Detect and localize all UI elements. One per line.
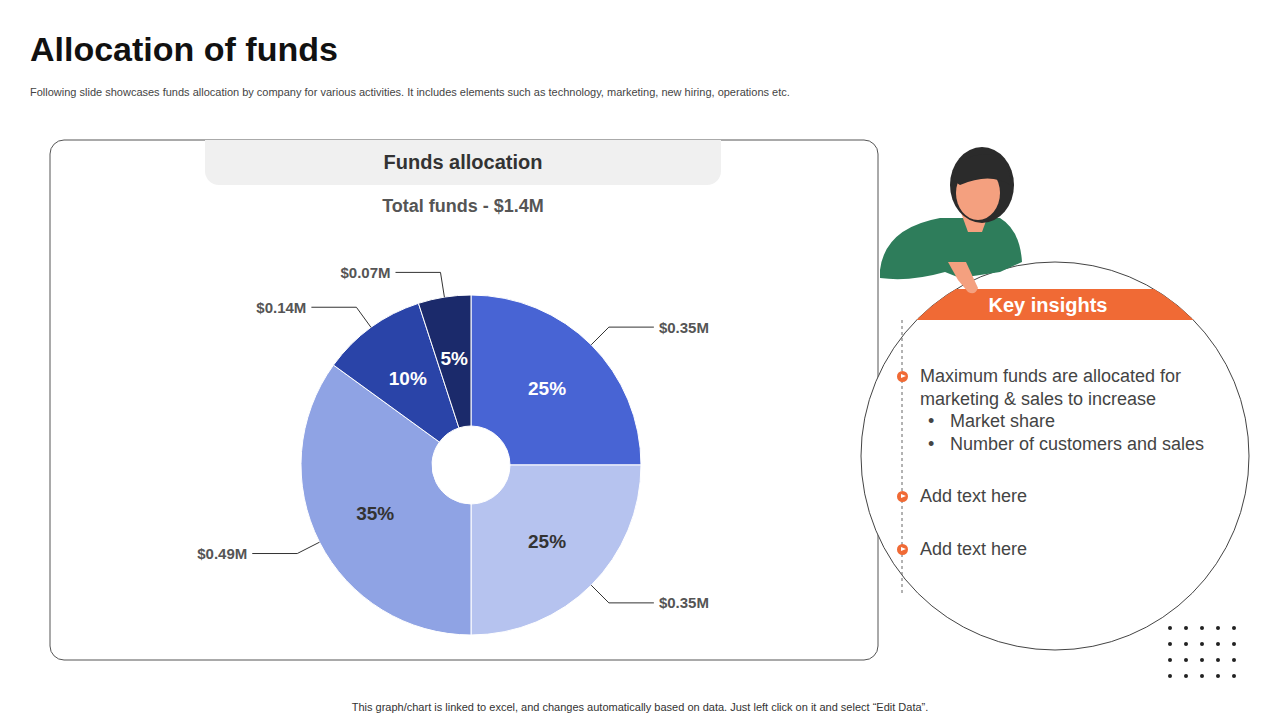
html-text:Add text here: Add text here — [920, 486, 1028, 506]
html-text:Add text here: Add text here — [920, 538, 1028, 559]
svg-text:$0.14M: $0.14M — [256, 299, 306, 316]
svg-text:$0.35M: $0.35M — [659, 319, 709, 336]
svg-text:$0.07M: $0.07M — [340, 264, 390, 281]
svg-text:$0.35M: $0.35M — [659, 594, 709, 611]
html-text:Funds allocation: Funds allocation — [383, 151, 543, 173]
svg-text:35%: 35% — [356, 503, 394, 524]
html-text:Maximum funds are allocated fo: Maximum funds are allocated for marketin… — [920, 366, 1182, 409]
html-text:Following slide showcases fund: Following slide showcases funds allocati… — [30, 86, 790, 98]
html-text:Market share: Market share — [950, 411, 1055, 431]
svg-text:25%: 25% — [528, 531, 566, 552]
svg-text:10%: 10% — [389, 368, 427, 389]
svg-text:$0.49M: $0.49M — [197, 545, 247, 562]
svg-text:5%: 5% — [440, 348, 468, 369]
html-text:Allocation of funds: Allocation of funds — [30, 30, 338, 68]
html-text:Total funds - $1.4M: Total funds - $1.4M — [382, 196, 544, 216]
html-text:Key insights: Key insights — [988, 294, 1108, 316]
svg-text:25%: 25% — [528, 378, 566, 399]
html-text:This graph/chart is linked to: This graph/chart is linked to excel, and… — [351, 701, 929, 713]
html-text:Number of customers and sales: Number of customers and sales — [950, 433, 1205, 454]
